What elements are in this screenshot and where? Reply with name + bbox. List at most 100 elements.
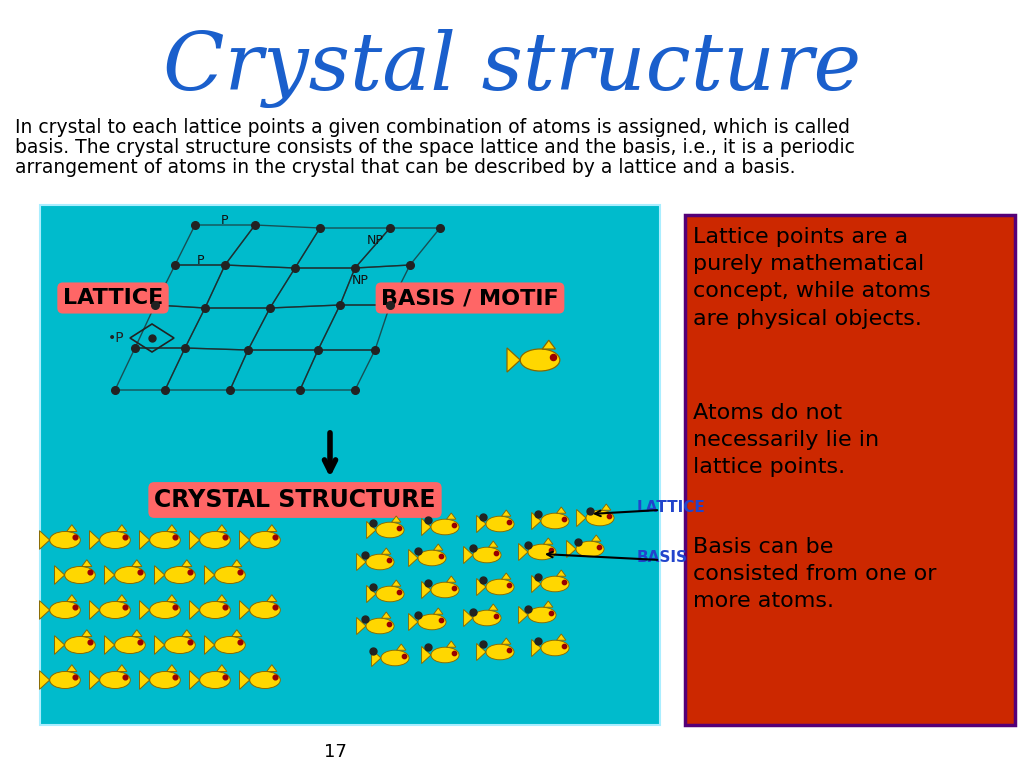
Polygon shape [544,601,553,607]
Polygon shape [217,525,227,531]
Polygon shape [40,670,50,690]
Polygon shape [356,554,366,571]
Polygon shape [89,531,99,549]
Text: Basis can be
consisted from one or
more atoms.: Basis can be consisted from one or more … [693,537,937,611]
Polygon shape [205,636,215,654]
Text: In crystal to each lattice points a given combination of atoms is assigned, whic: In crystal to each lattice points a give… [15,118,850,137]
Polygon shape [502,510,511,516]
Polygon shape [67,664,77,671]
Polygon shape [367,521,376,538]
Polygon shape [542,340,555,349]
Ellipse shape [200,531,230,548]
Ellipse shape [165,567,196,584]
Polygon shape [557,634,566,641]
Ellipse shape [215,567,246,584]
Polygon shape [167,525,177,531]
Text: Crystal structure: Crystal structure [163,28,861,108]
Ellipse shape [528,607,556,623]
Ellipse shape [150,531,180,548]
Polygon shape [518,607,528,624]
Ellipse shape [250,671,281,688]
Ellipse shape [486,644,514,660]
Polygon shape [266,664,276,671]
Polygon shape [409,614,418,631]
Text: Lattice points are a
purely mathematical
concept, while atoms
are physical objec: Lattice points are a purely mathematical… [693,227,931,329]
Polygon shape [409,549,418,567]
Ellipse shape [376,586,404,602]
Polygon shape [67,525,77,531]
Text: LATTICE: LATTICE [637,501,706,515]
Ellipse shape [200,671,230,688]
Polygon shape [139,531,150,549]
Polygon shape [433,544,443,550]
Text: arrangement of atoms in the crystal that can be described by a lattice and a bas: arrangement of atoms in the crystal that… [15,158,796,177]
Text: 17: 17 [324,743,346,761]
Polygon shape [117,594,127,601]
Text: •P: •P [108,331,124,345]
Ellipse shape [366,554,394,570]
Ellipse shape [473,547,501,563]
Ellipse shape [50,531,80,548]
Polygon shape [557,507,566,513]
Polygon shape [155,636,165,654]
Polygon shape [189,601,200,619]
Polygon shape [518,544,528,561]
Polygon shape [367,585,376,603]
Ellipse shape [250,601,281,618]
Polygon shape [391,580,401,586]
Ellipse shape [520,349,560,371]
Polygon shape [577,509,586,527]
Ellipse shape [200,601,230,618]
Text: CRYSTAL STRUCTURE: CRYSTAL STRUCTURE [155,488,436,512]
Ellipse shape [50,671,80,688]
Polygon shape [446,576,456,582]
Ellipse shape [99,531,130,548]
Polygon shape [531,575,541,593]
Ellipse shape [250,531,281,548]
Polygon shape [356,617,366,634]
Polygon shape [231,630,242,637]
Ellipse shape [150,671,180,688]
Polygon shape [464,546,473,564]
Polygon shape [240,670,250,690]
Polygon shape [139,601,150,619]
Ellipse shape [541,513,569,529]
Ellipse shape [150,601,180,618]
Polygon shape [396,644,406,650]
Ellipse shape [381,650,409,666]
Polygon shape [132,630,142,637]
Polygon shape [502,638,511,644]
Polygon shape [89,670,99,690]
Ellipse shape [115,637,145,654]
Text: NP: NP [351,273,369,286]
Polygon shape [139,670,150,690]
Polygon shape [40,531,50,549]
Text: P: P [197,253,204,266]
Polygon shape [507,348,520,372]
Ellipse shape [65,567,95,584]
Polygon shape [531,640,541,657]
Polygon shape [181,560,191,567]
Polygon shape [557,570,566,576]
Polygon shape [104,566,115,584]
Polygon shape [132,560,142,567]
Polygon shape [446,641,456,647]
Polygon shape [372,650,381,667]
Polygon shape [205,566,215,584]
Ellipse shape [65,637,95,654]
Polygon shape [446,513,456,519]
Text: BASIS / MOTIF: BASIS / MOTIF [381,288,559,308]
FancyBboxPatch shape [40,205,660,725]
Polygon shape [82,630,92,637]
Polygon shape [488,604,498,611]
Polygon shape [266,594,276,601]
Ellipse shape [431,519,459,535]
Ellipse shape [376,522,404,538]
Polygon shape [89,601,99,619]
Polygon shape [67,594,77,601]
Polygon shape [155,566,165,584]
Polygon shape [189,670,200,690]
Ellipse shape [586,510,614,526]
Polygon shape [231,560,242,567]
Ellipse shape [165,637,196,654]
